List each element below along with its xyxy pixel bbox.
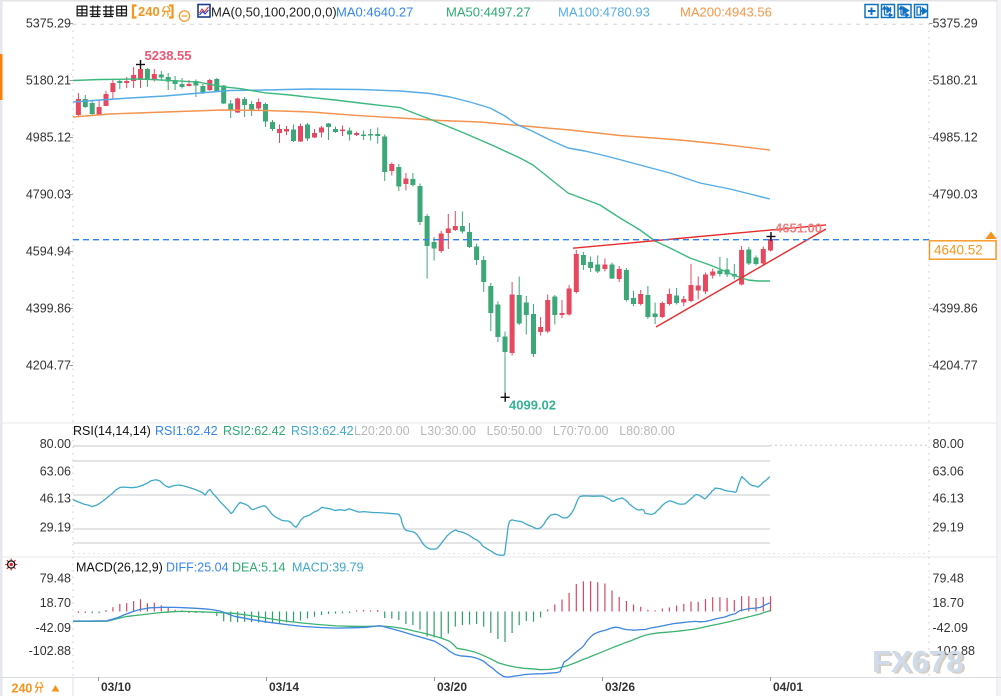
svg-text:5375.29: 5375.29	[26, 17, 71, 31]
svg-text:4399.86: 4399.86	[933, 302, 978, 316]
svg-text:MA100:4780.93: MA100:4780.93	[558, 5, 650, 20]
svg-text:RSI(14,14,14): RSI(14,14,14)	[73, 424, 151, 438]
svg-text:FX678: FX678	[872, 644, 963, 679]
svg-text:MA(0,50,100,200,0,0): MA(0,50,100,200,0,0)	[211, 5, 337, 20]
svg-text:4204.77: 4204.77	[26, 359, 71, 373]
svg-text:-102.88: -102.88	[933, 644, 975, 658]
svg-text:03/20: 03/20	[437, 680, 467, 694]
svg-text:L20:20.00: L20:20.00	[354, 424, 410, 438]
svg-text:80.00: 80.00	[933, 437, 964, 451]
svg-text:63.06: 63.06	[933, 465, 964, 479]
svg-text:46.13: 46.13	[40, 492, 71, 506]
svg-text:4985.12: 4985.12	[26, 131, 71, 145]
svg-text:L80:80.00: L80:80.00	[619, 424, 675, 438]
svg-text:80.00: 80.00	[40, 437, 71, 451]
svg-text:DEA:5.14: DEA:5.14	[232, 561, 286, 575]
svg-text:240: 240	[138, 4, 160, 19]
svg-text:5238.55: 5238.55	[145, 48, 192, 63]
svg-text:4399.86: 4399.86	[26, 302, 71, 316]
svg-text:4594.94: 4594.94	[26, 245, 71, 259]
svg-text:L50:50.00: L50:50.00	[487, 424, 543, 438]
svg-text:FX678: FX678	[875, 646, 966, 681]
svg-text:46.13: 46.13	[933, 492, 964, 506]
svg-text:MA50:4497.27: MA50:4497.27	[446, 5, 531, 20]
svg-text:18.70: 18.70	[40, 596, 71, 610]
svg-text:L70:70.00: L70:70.00	[553, 424, 609, 438]
svg-text:04/01: 04/01	[773, 680, 803, 694]
svg-text:03/14: 03/14	[269, 680, 299, 694]
svg-text:63.06: 63.06	[40, 465, 71, 479]
svg-text:-102.88: -102.88	[29, 644, 71, 658]
svg-text:18.70: 18.70	[933, 596, 964, 610]
svg-text:03/26: 03/26	[605, 680, 635, 694]
svg-text:4640.52: 4640.52	[934, 243, 983, 258]
svg-text:-42.09: -42.09	[36, 621, 71, 635]
svg-text:RSI1:62.42: RSI1:62.42	[155, 424, 218, 438]
svg-text:79.48: 79.48	[40, 572, 71, 586]
svg-text:29.19: 29.19	[40, 521, 71, 535]
svg-text:5375.29: 5375.29	[933, 17, 978, 31]
svg-text:RSI3:62.42: RSI3:62.42	[291, 424, 354, 438]
svg-text:MA200:4943.56: MA200:4943.56	[680, 5, 772, 20]
svg-text:MA0:4640.27: MA0:4640.27	[336, 5, 413, 20]
svg-text:-42.09: -42.09	[933, 621, 968, 635]
svg-text:4790.03: 4790.03	[26, 188, 71, 202]
svg-text:5180.21: 5180.21	[26, 74, 71, 88]
svg-text:29.19: 29.19	[933, 521, 964, 535]
svg-text:79.48: 79.48	[933, 572, 964, 586]
svg-text:4099.02: 4099.02	[509, 398, 556, 413]
svg-text:03/10: 03/10	[101, 680, 131, 694]
svg-text:MACD:39.79: MACD:39.79	[292, 561, 364, 575]
svg-text:DIFF:25.04: DIFF:25.04	[166, 561, 229, 575]
svg-text:MACD(26,12,9): MACD(26,12,9)	[76, 561, 163, 575]
svg-text:RSI2:62.42: RSI2:62.42	[223, 424, 286, 438]
svg-text:4790.03: 4790.03	[933, 188, 978, 202]
svg-text:240: 240	[12, 682, 33, 696]
svg-text:4985.12: 4985.12	[933, 131, 978, 145]
svg-text:5180.21: 5180.21	[933, 74, 978, 88]
svg-text:4651.00: 4651.00	[775, 221, 822, 236]
svg-text:4204.77: 4204.77	[933, 359, 978, 373]
svg-text:L30:30.00: L30:30.00	[420, 424, 476, 438]
